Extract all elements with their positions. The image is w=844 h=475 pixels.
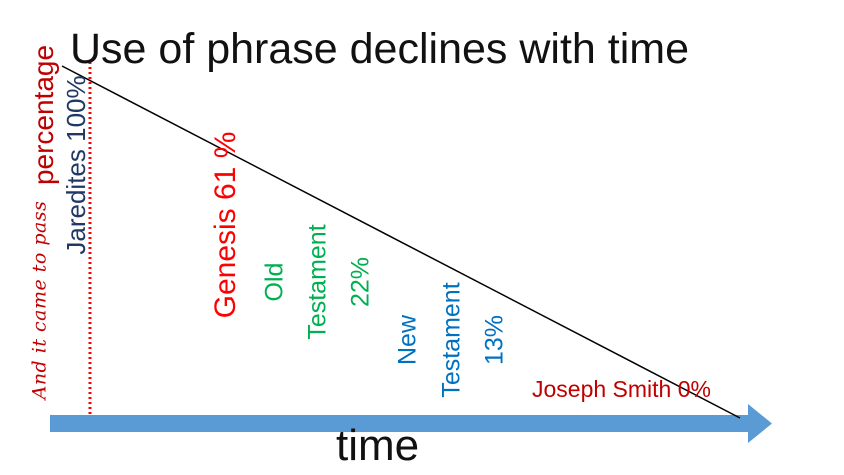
old-testament-line3: 22% [346,256,375,308]
y-axis-label-word: percentage [28,44,59,186]
new-testament-line2: Testament [437,282,466,398]
trend-line [61,65,741,419]
old-testament-line2: Testament [303,224,332,340]
time-axis-arrow-head [748,404,772,443]
new-testament-line3: 13% [480,314,509,366]
joseph-smith-label: Joseph Smith 0% [532,376,711,402]
time-axis-arrow-shaft [50,415,750,432]
new-testament-line1: New [393,314,422,366]
y-axis-label-script: And it came to pass [28,200,51,400]
slide-title: Use of phrase declines with time [70,25,690,73]
genesis-label: Genesis 61 % [209,131,242,319]
old-testament-line1: Old [260,262,289,302]
jaredites-label: Jaredites 100% [61,75,91,255]
x-axis-label: time [336,421,420,470]
